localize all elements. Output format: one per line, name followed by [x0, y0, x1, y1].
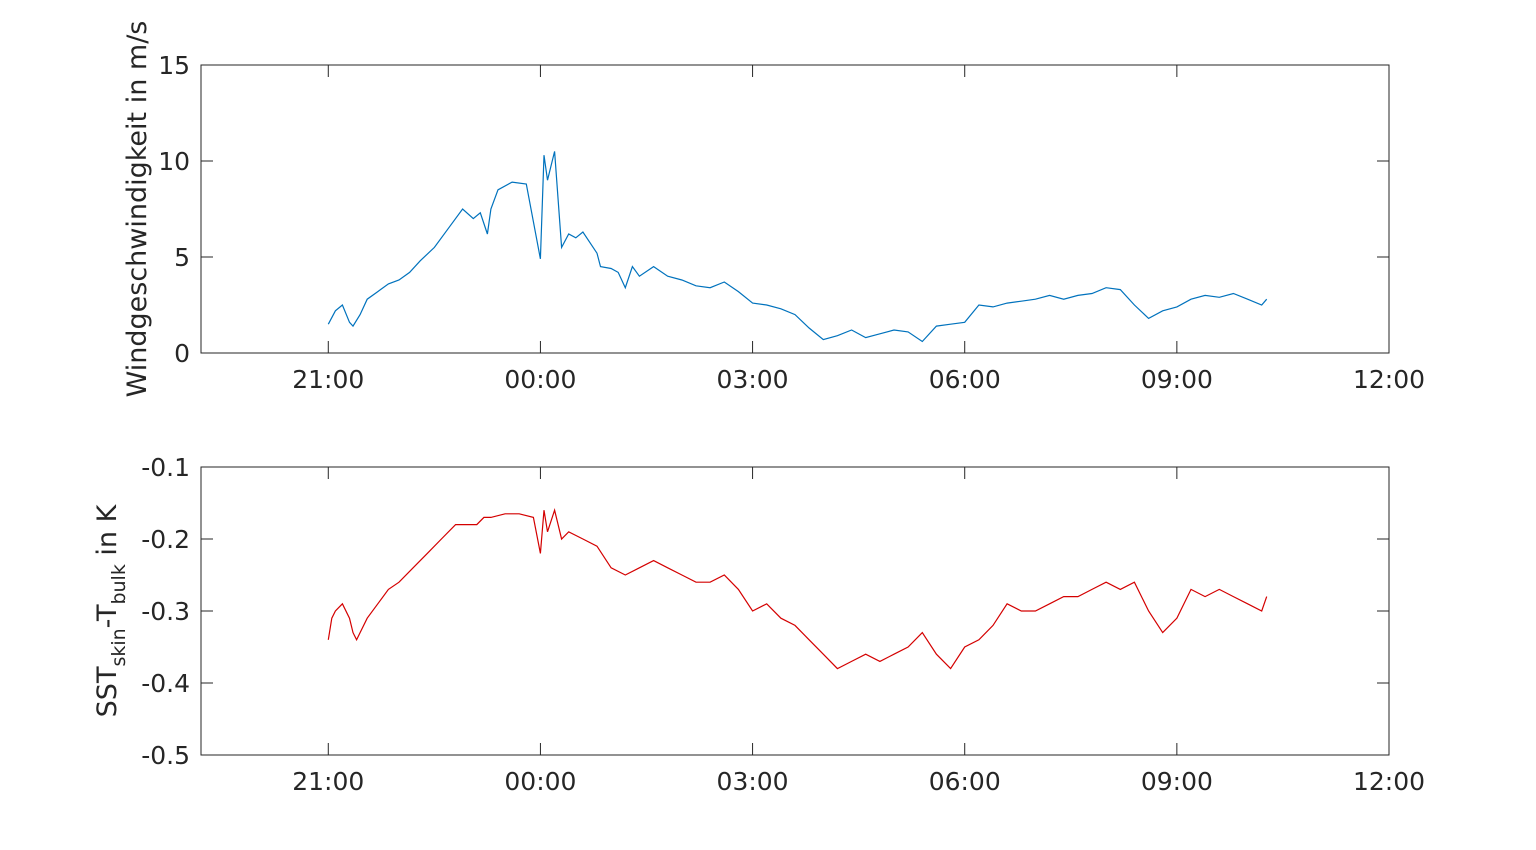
- wind-speed-y-axis-label: Windgeschwindigkeit in m/s: [122, 21, 153, 398]
- ylabel-main: SST: [92, 666, 123, 717]
- y-tick-label: -0.1: [141, 453, 190, 482]
- ylabel-mid: -T: [92, 604, 123, 628]
- wind-speed-panel: 21:00 00:00 03:00 06:00 09:00 12:00 0 5 10 15 Wi…: [122, 21, 1425, 398]
- sst-difference-x-tick-labels: 21:00 00:00 03:00 06:00 09:00 12:00: [292, 767, 1425, 796]
- y-tick-label: -0.2: [141, 525, 190, 554]
- ylabel-tail: in K: [92, 503, 123, 564]
- y-tick-label: -0.3: [141, 597, 190, 626]
- x-tick-label: 00:00: [504, 767, 576, 796]
- wind-speed-x-tick-labels: 21:00 00:00 03:00 06:00 09:00 12:00: [292, 365, 1425, 394]
- sst-difference-series-line: [327, 508, 1268, 670]
- wind-speed-y-tick-labels: 0 5 10 15: [158, 51, 190, 368]
- y-tick-label: 10: [158, 147, 190, 176]
- y-tick-label: -0.5: [141, 741, 190, 770]
- x-tick-label: 00:00: [504, 365, 576, 394]
- sst-difference-panel: 21:00 00:00 03:00 06:00 09:00 12:00 -0.5-0.4-…: [92, 453, 1425, 796]
- x-tick-label: 12:00: [1353, 365, 1425, 394]
- x-tick-label: 06:00: [929, 365, 1001, 394]
- x-tick-label: 12:00: [1353, 767, 1425, 796]
- x-tick-label: 06:00: [929, 767, 1001, 796]
- sst-difference-y-axis-label: SSTskin-Tbulk in K: [92, 503, 130, 717]
- ylabel-sub-bulk: bulk: [108, 564, 130, 604]
- x-tick-label: 09:00: [1141, 767, 1213, 796]
- sst-difference-ticks: [201, 466, 1390, 756]
- x-tick-label: 21:00: [292, 767, 364, 796]
- x-tick-label: 03:00: [717, 365, 789, 394]
- wind-speed-ticks: [201, 64, 1390, 354]
- y-tick-label: 15: [158, 51, 190, 80]
- sst-difference-axes-box: [200, 466, 1390, 756]
- ylabel-sub-skin: skin: [108, 628, 130, 666]
- wind-speed-series-line: [327, 151, 1268, 343]
- y-tick-label: -0.4: [141, 669, 190, 698]
- x-tick-label: 09:00: [1141, 365, 1213, 394]
- x-tick-label: 03:00: [717, 767, 789, 796]
- y-tick-label: 0: [174, 339, 190, 368]
- wind-speed-axes-box: [200, 64, 1390, 354]
- x-tick-label: 21:00: [292, 365, 364, 394]
- sst-difference-y-tick-labels: -0.5 -0.4 -0.3 -0.2 -0.1: [141, 453, 190, 770]
- y-tick-label: 5: [174, 243, 190, 272]
